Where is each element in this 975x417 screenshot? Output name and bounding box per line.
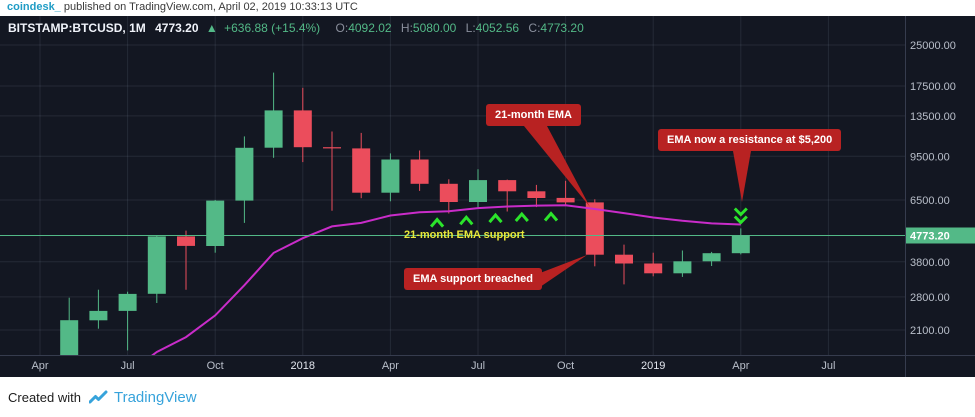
candle xyxy=(439,179,458,214)
annotation-marks-layer xyxy=(429,126,751,287)
tradingview-brand[interactable]: TradingView xyxy=(113,388,197,406)
author-link[interactable]: coindesk_ xyxy=(7,1,61,13)
svg-text:Oct: Oct xyxy=(557,360,574,372)
candle xyxy=(644,252,663,277)
svg-text:2100.00: 2100.00 xyxy=(910,325,950,337)
support-caret-icon xyxy=(429,217,445,228)
support-caret-icon xyxy=(514,211,529,222)
ema-line xyxy=(151,204,741,355)
candle xyxy=(323,131,341,211)
time-axis: Apr Jul Oct 2018 Apr Jul Oct 2019 Apr Jul xyxy=(31,360,835,372)
svg-text:25000.00: 25000.00 xyxy=(910,40,956,52)
svg-text:Apr: Apr xyxy=(382,360,399,372)
candle xyxy=(410,150,429,191)
callout-ema-support-breached: EMA support breached xyxy=(404,268,542,290)
attribution-text: published on TradingView.com, April 02, … xyxy=(60,1,358,13)
candle xyxy=(89,289,108,329)
price-axis: 25000.00 17500.00 13500.00 9500.00 6500.00 38… xyxy=(906,40,975,337)
candle xyxy=(177,230,195,290)
callout-ema-resistance-text: EMA now a resistance at $5,200 xyxy=(667,134,833,146)
svg-text:4773.20: 4773.20 xyxy=(910,231,950,243)
candle xyxy=(585,199,604,267)
footer: Created with TradingView xyxy=(0,377,975,417)
svg-text:3800.00: 3800.00 xyxy=(910,257,950,269)
candle xyxy=(118,291,137,351)
candle xyxy=(615,244,633,285)
current-price-label xyxy=(906,227,975,244)
svg-text:Apr: Apr xyxy=(31,360,48,372)
svg-text:Jul: Jul xyxy=(121,360,135,372)
symbol-name: BITSTAMP:BTCUSD, 1M xyxy=(8,21,146,35)
svg-text:2019: 2019 xyxy=(641,360,665,372)
grid-layer xyxy=(0,16,975,377)
svg-text:Jul: Jul xyxy=(821,360,835,372)
price-chart: 25000.00 17500.00 13500.00 9500.00 6500.00 38… xyxy=(0,16,975,377)
svg-text:Oct: Oct xyxy=(207,360,224,372)
ema-support-label: 21-month EMA support xyxy=(404,229,525,241)
candle xyxy=(381,153,400,202)
svg-text:13500.00: 13500.00 xyxy=(910,111,956,123)
callout-ema-resistance: EMA now a resistance at $5,200 xyxy=(658,129,842,151)
support-caret-icon xyxy=(543,211,559,222)
callout-ema-support-breached-text: EMA support breached xyxy=(413,273,533,285)
svg-text:17500.00: 17500.00 xyxy=(910,81,956,93)
svg-text:6500.00: 6500.00 xyxy=(910,195,950,207)
candle xyxy=(60,297,79,355)
candle xyxy=(293,87,312,163)
candle xyxy=(206,200,225,253)
candle xyxy=(147,235,166,303)
candles-layer xyxy=(60,72,750,355)
candle xyxy=(556,180,575,206)
candle xyxy=(673,250,692,277)
candle xyxy=(527,184,546,208)
candle xyxy=(469,169,487,208)
callout-21-month-ema-text: 21-month EMA xyxy=(495,109,572,121)
svg-text:2018: 2018 xyxy=(291,360,315,372)
high-label: H: xyxy=(400,21,413,35)
svg-text:Apr: Apr xyxy=(732,360,749,372)
svg-text:2800.00: 2800.00 xyxy=(910,292,950,304)
callout-tail xyxy=(540,255,587,287)
tradingview-logo-icon xyxy=(88,390,108,404)
callout-21-month-ema: 21-month EMA xyxy=(486,104,581,126)
svg-text:Jul: Jul xyxy=(471,360,485,372)
callout-tail xyxy=(733,151,751,202)
attribution-bar: coindesk_ published on TradingView.com, … xyxy=(0,0,975,16)
symbol-bar: BITSTAMP:BTCUSD, 1M 4773.20 ▲ +636.88 (+… xyxy=(8,21,584,35)
price-change: +636.88 (+15.4%) xyxy=(224,21,321,35)
candle xyxy=(352,132,371,199)
open-value: 4092.02 xyxy=(348,21,392,35)
change-arrow-icon: ▲ xyxy=(205,21,218,35)
svg-text:9500.00: 9500.00 xyxy=(910,151,950,163)
high-value: 5080.00 xyxy=(412,21,457,35)
last-price: 4773.20 xyxy=(155,21,199,35)
created-with-text: Created with xyxy=(8,389,81,405)
candle xyxy=(264,72,283,158)
plot-layer xyxy=(0,72,905,355)
support-caret-icon xyxy=(488,212,503,224)
resistance-chevron-icon xyxy=(733,215,748,225)
open-label: O: xyxy=(335,21,349,35)
callout-tail xyxy=(524,126,590,207)
low-label: L: xyxy=(465,21,476,35)
resistance-chevron-icon xyxy=(733,207,748,217)
candle xyxy=(702,251,721,266)
close-value: 4773.20 xyxy=(540,21,584,35)
close-label: C: xyxy=(528,21,541,35)
low-value: 4052.56 xyxy=(475,21,520,35)
candle xyxy=(235,136,254,223)
support-caret-icon xyxy=(459,214,474,226)
candle xyxy=(731,228,750,255)
